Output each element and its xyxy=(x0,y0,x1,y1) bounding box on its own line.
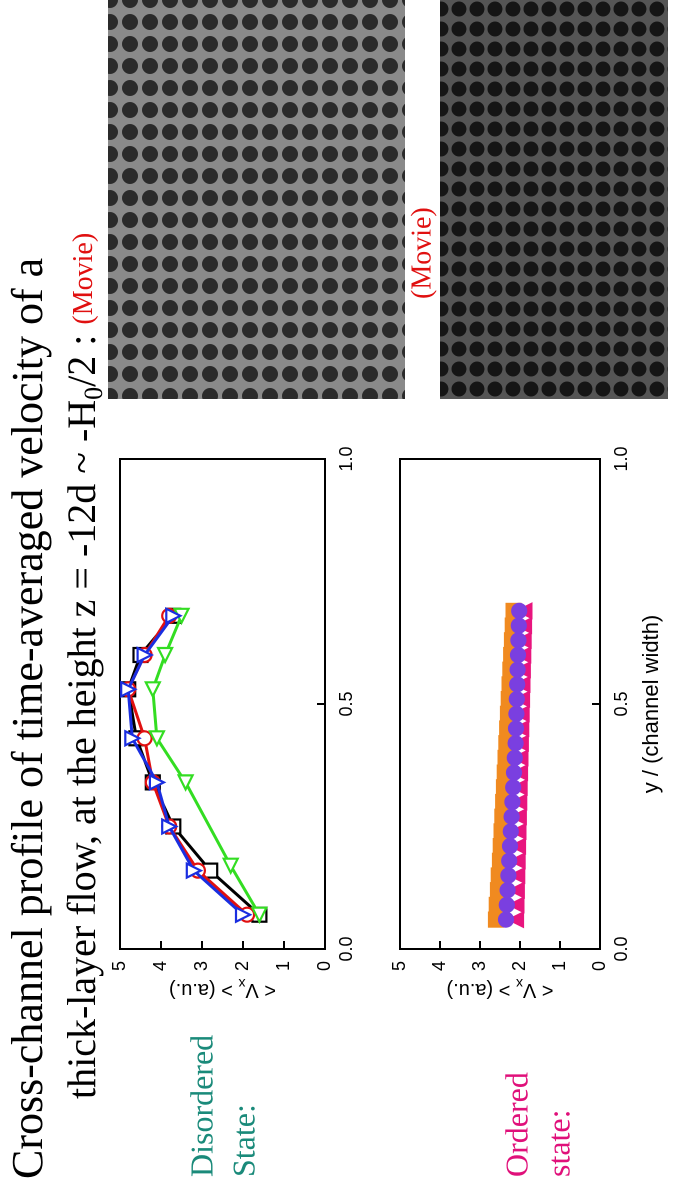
y-tick-label: 5 xyxy=(109,961,129,971)
marker xyxy=(498,896,515,913)
marker xyxy=(510,617,527,634)
marker xyxy=(144,681,162,699)
movie-link[interactable]: (Movie) xyxy=(68,233,99,325)
y-tick-label: 1 xyxy=(273,961,293,971)
marker xyxy=(500,867,517,884)
state-label: Ordered xyxy=(498,1072,534,1177)
y-tick-label: 0 xyxy=(314,961,334,971)
x-tick-label: 1.0 xyxy=(336,446,356,471)
marker xyxy=(507,720,525,737)
marker xyxy=(148,773,167,792)
y-tick-label: 5 xyxy=(389,961,409,971)
marker xyxy=(509,661,526,678)
marker xyxy=(508,691,525,708)
marker xyxy=(176,774,195,792)
marker xyxy=(507,735,524,752)
marker xyxy=(124,729,142,748)
marker xyxy=(511,602,528,620)
movie-frame-disordered xyxy=(108,0,405,399)
marker xyxy=(506,749,523,766)
title-line-2: thick-layer flow, at the height z = -12d… xyxy=(59,233,108,1099)
state-label: State: xyxy=(225,1104,261,1177)
marker xyxy=(161,817,179,836)
state-label: state: xyxy=(540,1109,576,1177)
x-axis-label: y / (channel width) xyxy=(638,615,663,794)
movie-frame-ordered xyxy=(440,0,668,399)
y-tick-label: 3 xyxy=(191,961,211,971)
marker xyxy=(503,808,520,825)
plot-frame xyxy=(119,458,326,950)
marker xyxy=(165,607,183,625)
x-tick-label: 0.5 xyxy=(336,691,356,716)
marker xyxy=(508,705,525,722)
x-tick-label: 0.0 xyxy=(611,936,631,961)
marker xyxy=(136,646,155,664)
marker xyxy=(508,852,526,870)
y-axis-label-part: < V xyxy=(522,979,553,1001)
marker xyxy=(509,676,526,693)
y-axis-label: < Vx > (a.u.) xyxy=(169,976,276,1000)
marker xyxy=(504,793,521,811)
marker xyxy=(234,905,253,924)
title-text: thick-layer flow, at the height z = -12d… xyxy=(59,400,104,1099)
marker xyxy=(120,680,138,699)
marker xyxy=(506,910,525,929)
marker xyxy=(506,896,525,914)
x-tick-label: 1.0 xyxy=(611,446,631,471)
marker xyxy=(497,911,515,928)
y-axis-label-part: x xyxy=(238,976,245,992)
y-axis-label-part: < V xyxy=(245,979,276,1001)
y-axis-label: < Vx > (a.u.) xyxy=(446,976,553,1000)
marker xyxy=(502,823,519,840)
y-tick-label: 4 xyxy=(429,961,449,971)
marker xyxy=(507,866,526,885)
marker xyxy=(507,881,525,899)
y-axis-label-part: > (a.u.) xyxy=(446,979,515,1001)
y-tick-label: 1 xyxy=(549,961,569,971)
y-tick-label: 0 xyxy=(589,961,609,971)
marker xyxy=(499,882,516,899)
movie-link[interactable]: (Movie) xyxy=(406,207,437,299)
marker xyxy=(501,838,519,855)
marker xyxy=(510,632,527,649)
y-tick-label: 3 xyxy=(469,961,489,971)
x-tick-label: 0.0 xyxy=(336,936,356,961)
marker xyxy=(505,764,523,781)
title-line-1: Cross-channel profile of time-averaged v… xyxy=(3,258,52,1179)
y-tick-label: 4 xyxy=(150,961,170,971)
y-axis-label-part: x xyxy=(516,976,523,992)
title-subscript: 0 xyxy=(79,387,108,400)
marker xyxy=(509,646,527,664)
y-axis-label-part: > (a.u.) xyxy=(169,979,238,1001)
marker xyxy=(221,857,240,876)
x-tick-label: 0.5 xyxy=(611,691,631,716)
marker xyxy=(156,646,174,665)
y-tick-label: 2 xyxy=(232,961,252,971)
state-label: Disordered xyxy=(183,1035,219,1177)
marker xyxy=(501,852,518,869)
marker xyxy=(250,906,269,925)
y-tick-label: 2 xyxy=(509,961,529,971)
marker xyxy=(185,861,204,880)
marker xyxy=(148,730,166,748)
title-text: /2 : xyxy=(59,325,104,387)
marker xyxy=(505,779,522,796)
